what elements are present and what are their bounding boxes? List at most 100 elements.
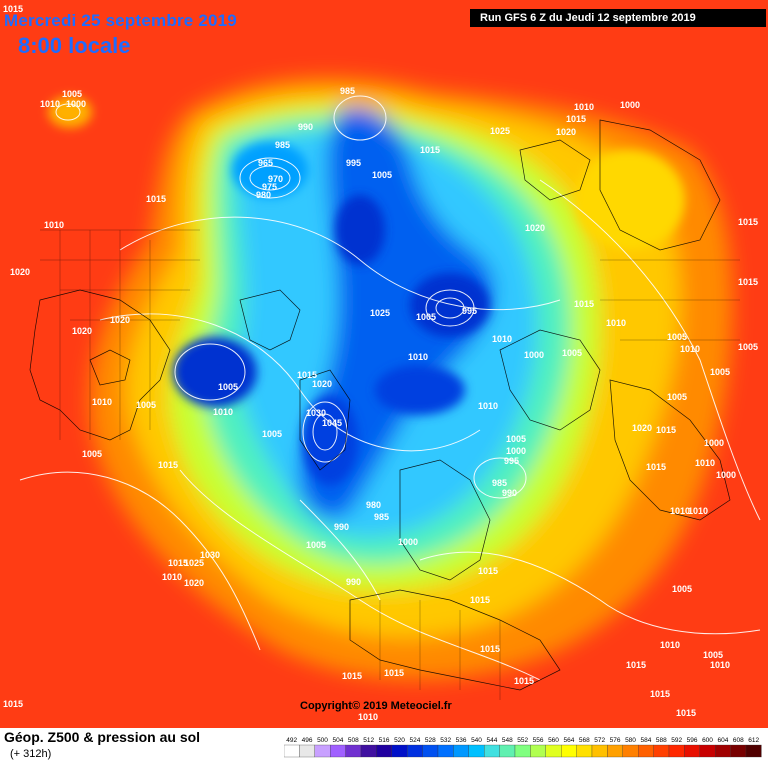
scale-tick-label: 548: [502, 737, 513, 744]
isobar-label: 1015: [384, 668, 404, 678]
isobar-label: 995: [462, 306, 477, 316]
scale-swatch: [638, 744, 654, 758]
isobar-label: 1000: [716, 470, 736, 480]
scale-swatch: [699, 744, 716, 758]
isobar-label: 1045: [322, 418, 342, 428]
isobar-label: 1000: [506, 446, 526, 456]
isobar-label: 985: [340, 86, 355, 96]
scale-tick-label: 596: [687, 737, 698, 744]
scale-tick-label: 524: [409, 737, 420, 744]
scale-tick-label: 544: [486, 737, 497, 744]
isobar-label: 1000: [524, 350, 544, 360]
isobar-label: 1015: [297, 370, 317, 380]
isobar-label: 1025: [490, 126, 510, 136]
isobar-label: 1010: [574, 102, 594, 112]
forecast-date: Mercredi 25 septembre 2019: [4, 11, 237, 30]
scale-tick-label: 580: [625, 737, 636, 744]
isobar-label: 1015: [3, 4, 23, 14]
isobar-label: 1015: [514, 676, 534, 686]
isobar-label: 1000: [66, 99, 86, 109]
isobar-label: 980: [256, 190, 271, 200]
scale-swatch: [668, 744, 685, 758]
isobar-label: 1005: [62, 89, 82, 99]
run-info: Run GFS 6 Z du Jeudi 12 septembre 2019: [470, 9, 766, 27]
isobar-label: 985: [374, 512, 389, 522]
isobar-label: 1015: [3, 699, 23, 709]
isobar-label: 985: [492, 478, 507, 488]
isobar-label: 1010: [40, 99, 60, 109]
isobar-label: 1020: [10, 267, 30, 277]
scale-swatch: [607, 744, 623, 758]
isobar-label: 1010: [688, 506, 708, 516]
isobar-label: 1005: [218, 382, 238, 392]
isobar-label: 1010: [358, 712, 378, 722]
scale-tick-label: 512: [363, 737, 374, 744]
isobar-label: 1020: [312, 379, 332, 389]
isobar-label: 1010: [492, 334, 512, 344]
isobar-label: 1005: [416, 312, 436, 322]
scale-swatch: [730, 744, 747, 758]
scale-tick-label: 564: [563, 737, 574, 744]
scale-tick-label: 504: [332, 737, 343, 744]
copyright: Copyright© 2019 Meteociel.fr: [300, 700, 452, 712]
isobar-label: 1005: [82, 449, 102, 459]
isobar-lines: [19, 95, 761, 681]
isobar-label: 1005: [710, 367, 730, 377]
scale-swatch: [514, 744, 531, 758]
isobar-label: 1015: [626, 660, 646, 670]
isobar-label: 1010: [680, 344, 700, 354]
isobar-label: 1020: [110, 315, 130, 325]
isobar-label: 1015: [650, 689, 670, 699]
isobar-label: 1020: [556, 127, 576, 137]
isobar-label: 1000: [620, 100, 640, 110]
isobar-label: 1000: [398, 537, 418, 547]
isobar-label: 1025: [370, 308, 390, 318]
isobar-label: 995: [504, 456, 519, 466]
isobar-label: 1005: [372, 170, 392, 180]
isobar-label: 995: [346, 158, 361, 168]
isobar-label: 990: [298, 122, 313, 132]
scale-swatch: [545, 744, 562, 758]
scale-tick-label: 528: [425, 737, 436, 744]
isobar-label: 1005: [672, 584, 692, 594]
borders: [40, 229, 740, 700]
scale-swatch: [591, 744, 608, 758]
isobar-label: 1005: [306, 540, 326, 550]
isobar-label: 985: [275, 140, 290, 150]
isobar-label: 980: [366, 500, 381, 510]
isobar-label: 1020: [72, 326, 92, 336]
scale-tick-label: 508: [348, 737, 359, 744]
isobar-label: 1015: [738, 277, 758, 287]
coastlines: [29, 119, 731, 691]
isobar-label: 1010: [695, 458, 715, 468]
weather-map: 1015 1005 1010 1000 985 990 985 965 970 975 980 995…: [0, 0, 768, 728]
isobar-label: 1015: [566, 114, 586, 124]
scale-tick-label: 560: [548, 737, 559, 744]
isobar-label: 990: [346, 577, 361, 587]
scale-swatch: [453, 744, 469, 758]
scale-swatch: [330, 744, 346, 758]
isobar-label: 1015: [738, 217, 758, 227]
isobar-label: 1015: [656, 425, 676, 435]
scale-swatch: [314, 744, 331, 758]
isobar-label: 1005: [738, 342, 758, 352]
scale-swatch: [284, 744, 300, 758]
isobar-label: 1005: [136, 400, 156, 410]
scale-tick-label: 568: [579, 737, 590, 744]
isobar-label: 1015: [420, 145, 440, 155]
isobar-label: 1010: [710, 660, 730, 670]
scale-swatch: [530, 744, 546, 758]
isobar-label: 1005: [667, 332, 687, 342]
scale-tick-label: 516: [379, 737, 390, 744]
scale-swatch: [484, 744, 500, 758]
isobar-label: 1020: [632, 423, 652, 433]
isobar-label: 1005: [667, 392, 687, 402]
scale-tick-label: 496: [302, 737, 313, 744]
isobar-label: 1010: [162, 572, 182, 582]
scale-swatch: [422, 744, 439, 758]
scale-tick-label: 556: [533, 737, 544, 744]
scale-swatch: [499, 744, 516, 758]
low-pressure-cores: [48, 96, 685, 485]
scale-tick-label: 492: [286, 737, 297, 744]
scale-swatch: [561, 744, 577, 758]
